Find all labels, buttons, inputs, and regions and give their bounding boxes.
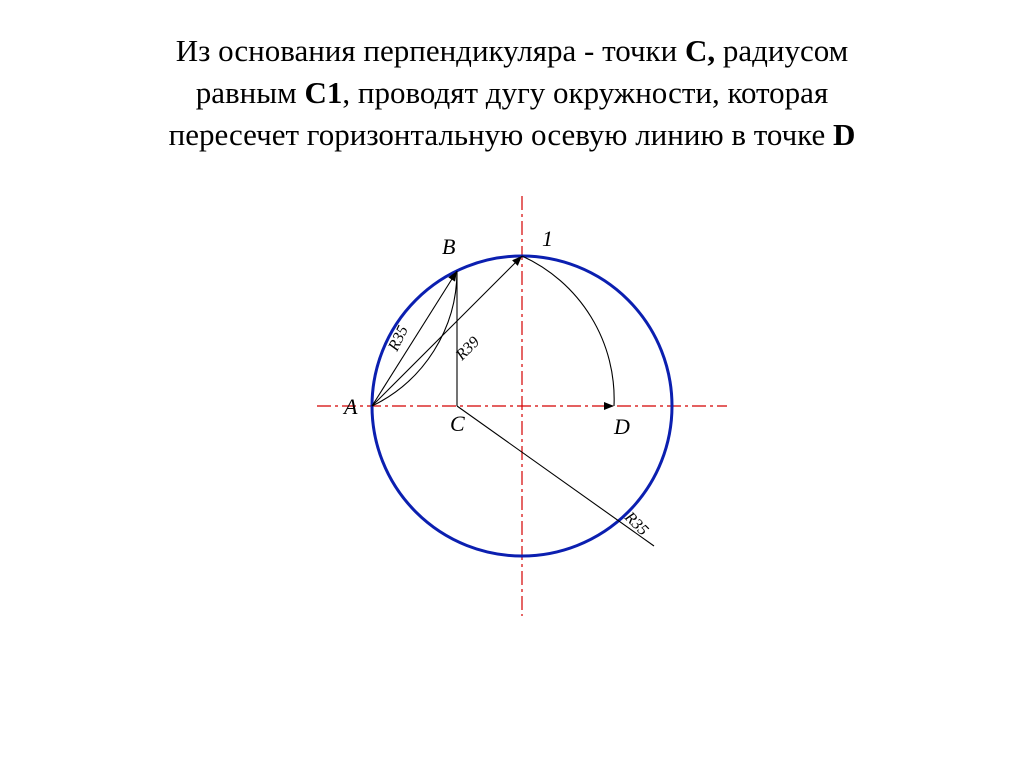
radius-label-R35_ext: R35 — [620, 508, 651, 539]
title-line2-part1: равным — [196, 75, 305, 110]
title-line3-bold: D — [833, 117, 855, 152]
title-line2-bold: С1 — [304, 75, 342, 110]
title-line2-part2: , проводят дугу окружности, которая — [342, 75, 828, 110]
label-c: C — [450, 411, 465, 436]
title-line3-part1: пересечет горизонтальную осевую линию в … — [169, 117, 833, 152]
title-line1-bold: С, — [685, 33, 715, 68]
label-b: B — [442, 234, 455, 259]
title-line1-part1: Из основания перпендикуляра - точки — [176, 33, 685, 68]
label-p1: 1 — [542, 226, 553, 251]
geometry-diagram: ABCD1R35R39R35 — [262, 176, 762, 636]
slide: Из основания перпендикуляра - точки С, р… — [0, 0, 1024, 767]
slide-title: Из основания перпендикуляра - точки С, р… — [0, 30, 1024, 156]
diagram-container: ABCD1R35R39R35 — [0, 176, 1024, 636]
title-line1-part2: радиусом — [715, 33, 848, 68]
label-d: D — [613, 414, 630, 439]
line-ab — [372, 271, 457, 406]
label-a: A — [342, 394, 358, 419]
